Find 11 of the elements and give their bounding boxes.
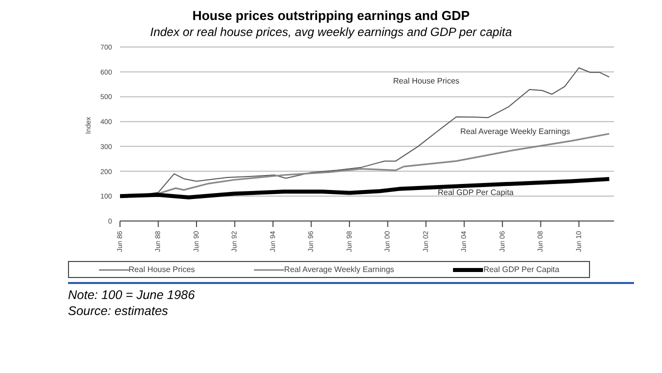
source-note: Source: estimates (68, 304, 170, 318)
chart-subtitle: Index or real house prices, avg weekly earnings and GDP per capita (149, 25, 513, 39)
legend-label: Real GDP Per Capita (483, 265, 560, 274)
text: Note: 100 = June 1986 (68, 288, 196, 302)
annotation: Real GDP Per Capita (438, 188, 514, 197)
annotation: Real House Prices (393, 76, 460, 86)
annotation: Real Average Weekly Earnings (460, 127, 570, 136)
line-series (120, 176, 612, 200)
legend-label: Real Average Weekly Earnings (284, 265, 394, 274)
legend-label: Real House Prices (128, 265, 195, 274)
chart-title: House prices outstripping earnings and GDP (191, 8, 471, 23)
